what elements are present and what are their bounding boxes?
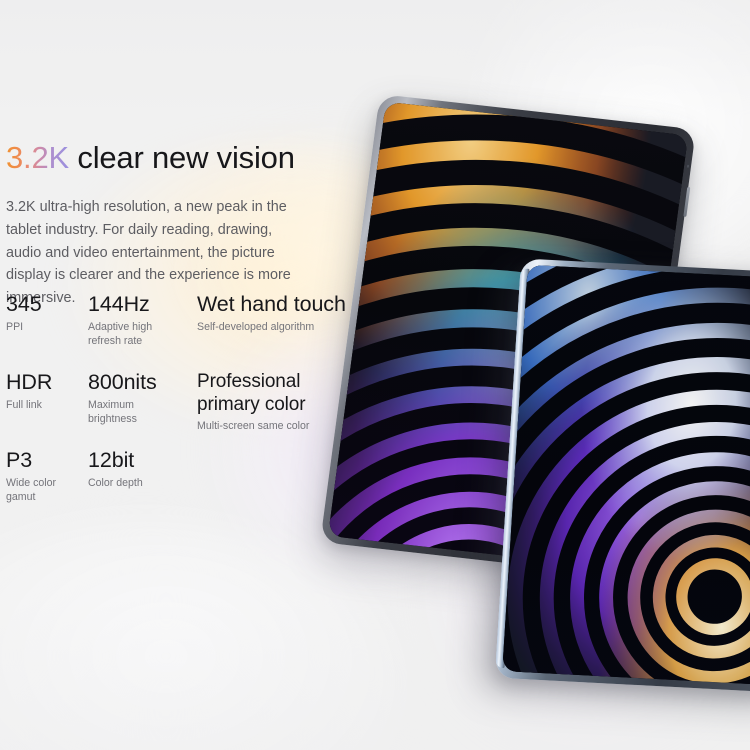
spec-value: 800nits bbox=[88, 370, 157, 394]
headline-highlight: 3.2K bbox=[6, 140, 69, 175]
tablet-front bbox=[494, 258, 750, 694]
tablet-back bbox=[320, 93, 696, 578]
spec-value: 144Hz bbox=[88, 292, 150, 316]
description-paragraph: 3.2K ultra-high resolution, a new peak i… bbox=[6, 199, 291, 306]
spec-label: Self-developed algorithm bbox=[197, 321, 315, 333]
wallpaper-ripple-back bbox=[327, 101, 689, 570]
spec-row: 345 PPI 144Hz Adaptive high refresh rate… bbox=[6, 292, 346, 370]
page-title: 3.2K clear new vision bbox=[6, 140, 295, 176]
tablet-front-screen bbox=[502, 264, 750, 686]
spec-label: Multi-screen same color bbox=[197, 420, 310, 432]
spec-label: Maximum brightness bbox=[88, 399, 137, 425]
spec-grid: 345 PPI 144Hz Adaptive high refresh rate… bbox=[6, 292, 346, 526]
spec-item-hdr: HDR Full link bbox=[6, 370, 80, 413]
spec-label: PPI bbox=[6, 321, 24, 333]
spec-value: 12bit bbox=[88, 448, 135, 472]
spec-row: P3 Wide color gamut 12bit Color depth bbox=[6, 448, 346, 526]
spec-label: Wide color gamut bbox=[6, 477, 57, 503]
spec-row: HDR Full link 800nits Maximum brightness… bbox=[6, 370, 346, 448]
spec-item-brightness: 800nits Maximum brightness bbox=[88, 370, 172, 426]
spec-item-wet-hand-touch: Wet hand touch Self-developed algorithm bbox=[197, 292, 347, 335]
spec-item-color-depth: 12bit Color depth bbox=[88, 448, 172, 491]
spec-item-color-gamut: P3 Wide color gamut bbox=[6, 448, 80, 504]
spec-item-primary-color: Professional primary color Multi-screen … bbox=[197, 370, 347, 434]
spec-value: P3 bbox=[6, 448, 33, 472]
spec-label: Full link bbox=[6, 399, 42, 411]
tablet-back-screen bbox=[327, 101, 689, 570]
spec-item-ppi: 345 PPI bbox=[6, 292, 80, 335]
headline-rest: clear new vision bbox=[68, 140, 295, 175]
spec-value: Professional primary color bbox=[197, 371, 306, 415]
microphone-hole bbox=[686, 164, 690, 168]
wallpaper-ripple-front bbox=[502, 264, 750, 686]
spec-label: Color depth bbox=[88, 477, 143, 489]
spec-item-refresh-rate: 144Hz Adaptive high refresh rate bbox=[88, 292, 172, 348]
spec-value: Wet hand touch bbox=[197, 292, 346, 316]
spec-value: HDR bbox=[6, 370, 53, 394]
spec-value: 345 bbox=[6, 292, 42, 316]
spec-label: Adaptive high refresh rate bbox=[88, 321, 153, 347]
